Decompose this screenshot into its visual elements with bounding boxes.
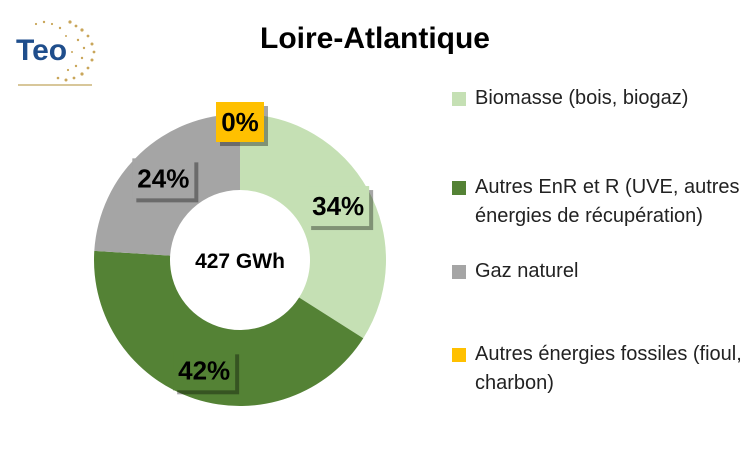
legend-item-autres-enr: Autres EnR et R (UVE, autres énergies de… — [452, 173, 747, 231]
data-label-box — [173, 350, 236, 391]
legend-swatch — [452, 181, 466, 195]
data-label-24pct: 24% — [132, 158, 199, 203]
legend-item-biomasse: Biomasse (bois, biogaz) — [452, 84, 747, 113]
donut-slice-autres-enr-et-r-uve-autr — [94, 250, 364, 406]
logo-text: Teo — [16, 34, 67, 67]
logo-dots-decoration — [34, 20, 96, 82]
chart-title: Loire-Atlantique — [260, 22, 490, 55]
legend-label: Autres énergies fossiles (fioul, charbon… — [475, 343, 742, 394]
donut-slice-biomasse-bois-biogaz — [240, 114, 386, 339]
data-label-text: 42% — [178, 355, 230, 385]
data-label-42pct: 42% — [173, 350, 240, 395]
legend-swatch — [452, 348, 466, 362]
data-label-text: 24% — [137, 163, 189, 193]
data-label-box — [132, 158, 195, 199]
data-label-text: 34% — [312, 191, 364, 221]
data-label-34pct: 34% — [307, 186, 374, 231]
legend-label: Autres EnR et R (UVE, autres énergies de… — [475, 176, 740, 227]
donut-chart: 427 GWh 34% 42% 24% 0% — [94, 102, 386, 406]
donut-center-label: 427 GWh — [195, 250, 285, 273]
legend-label: Gaz naturel — [475, 260, 579, 282]
data-label-box — [307, 186, 370, 227]
data-label-0pct: 0% — [216, 102, 268, 146]
legend-label: Biomasse (bois, biogaz) — [475, 87, 689, 109]
logo-tagline-bar — [18, 84, 92, 86]
legend-item-gaz-naturel: Gaz naturel — [452, 257, 747, 286]
data-label-box — [216, 102, 264, 142]
legend-swatch — [452, 92, 466, 106]
data-label-text: 0% — [221, 107, 259, 137]
legend-item-autres-fossiles: Autres énergies fossiles (fioul, charbon… — [452, 340, 747, 398]
legend-swatch — [452, 265, 466, 279]
teo-logo: Teo — [16, 20, 96, 86]
